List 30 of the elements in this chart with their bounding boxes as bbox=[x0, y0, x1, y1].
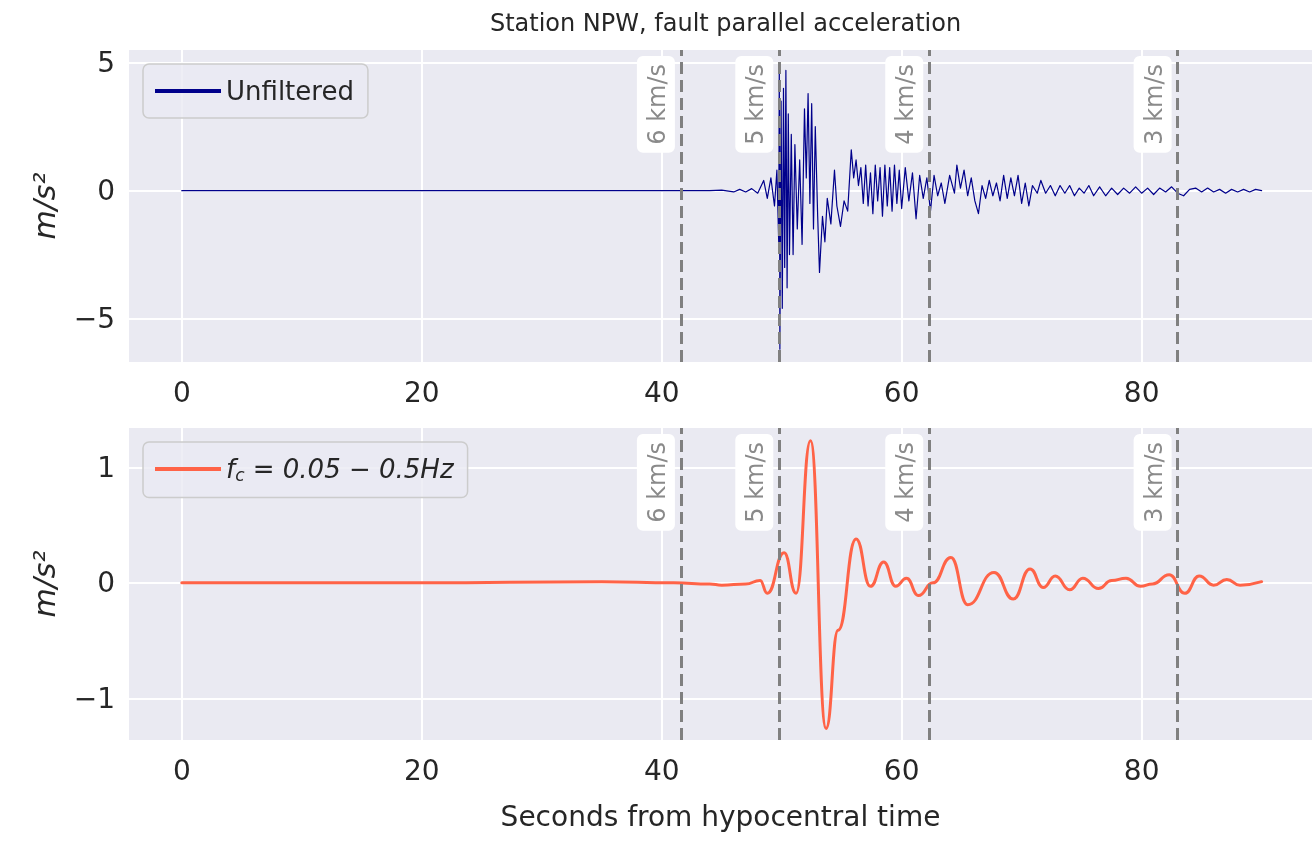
line-series bbox=[180, 439, 1264, 730]
x-tick-label: 20 bbox=[403, 753, 440, 787]
x-tick-label: 80 bbox=[1123, 375, 1160, 409]
ref-line-label: 4 km/s bbox=[891, 64, 920, 145]
y-tick-label: 0 bbox=[97, 174, 115, 208]
ref-line-label: 5 km/s bbox=[741, 64, 770, 145]
ref-line-label: 5 km/s bbox=[741, 442, 770, 523]
x-tick-label: 60 bbox=[883, 753, 920, 787]
x-tick-label: 60 bbox=[883, 375, 920, 409]
y-tick-label: 0 bbox=[97, 566, 115, 600]
x-tick-label: 20 bbox=[403, 375, 440, 409]
x-axis-title: Seconds from hypocentral time bbox=[500, 799, 941, 833]
x-tick-label: 0 bbox=[172, 753, 191, 787]
ref-line-label: 3 km/s bbox=[1139, 64, 1168, 145]
x-tick-label: 40 bbox=[643, 375, 680, 409]
y-tick-label: −5 bbox=[73, 302, 115, 336]
x-tick-label: 0 bbox=[172, 375, 191, 409]
legend-label: Unfiltered bbox=[226, 76, 354, 106]
y-tick-label: 1 bbox=[97, 450, 115, 484]
chart-title: Station NPW, fault parallel acceleration bbox=[489, 9, 962, 37]
y-tick-label: 5 bbox=[97, 46, 115, 80]
y-tick-label: −1 bbox=[73, 681, 115, 715]
ref-line-label: 4 km/s bbox=[891, 442, 920, 523]
y-axis-title: m/s² bbox=[26, 172, 62, 240]
ref-line-label: 6 km/s bbox=[642, 442, 671, 523]
ref-line-label: 6 km/s bbox=[642, 64, 671, 145]
ref-line-label: 3 km/s bbox=[1139, 442, 1168, 523]
x-tick-label: 40 bbox=[643, 753, 680, 787]
y-axis-title: m/s² bbox=[26, 550, 62, 618]
x-tick-label: 80 bbox=[1123, 753, 1160, 787]
